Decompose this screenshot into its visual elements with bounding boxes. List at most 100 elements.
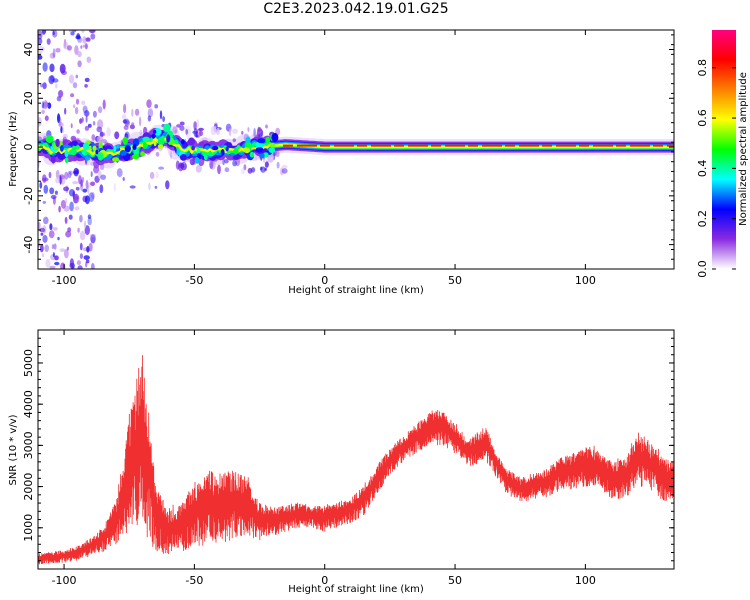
noise-speck (55, 169, 60, 179)
ridge-blob (271, 132, 279, 142)
noise-speck (99, 184, 104, 194)
noise-speck (79, 118, 83, 124)
noise-speck (58, 205, 61, 213)
colorbar-label: Normalized spectral amplitude (738, 72, 749, 226)
ridge-blob (98, 141, 103, 151)
ridge-blob (154, 128, 162, 136)
ridge-blob (131, 154, 140, 160)
ridge-blob (142, 136, 150, 142)
noise-speck (74, 206, 80, 211)
noise-speck (49, 52, 56, 59)
ridge-blob (212, 145, 219, 151)
noise-speck (55, 83, 58, 89)
noise-speck (179, 125, 185, 131)
noise-speck (52, 30, 55, 36)
spectrogram-frame (37, 29, 675, 270)
noise-speck (123, 103, 127, 114)
noise-speck (54, 190, 58, 195)
noise-speck (64, 171, 69, 180)
noise-speck (214, 122, 218, 127)
noise-speck (193, 121, 197, 131)
noise-speck (89, 30, 96, 34)
ridge-blob (249, 151, 255, 158)
noise-speck (251, 167, 256, 173)
ridge-blob (142, 140, 147, 149)
noise-speck (81, 117, 84, 123)
y-tick-label: 40 (22, 43, 35, 57)
colorbar-tick-label: 0.0 (696, 260, 709, 278)
noise-speck (77, 265, 83, 269)
noise-speck (80, 179, 83, 187)
noise-speck (154, 185, 158, 189)
noise-speck (43, 184, 49, 194)
noise-speck (123, 118, 130, 125)
ridge-blob (204, 154, 208, 161)
noise-speck (44, 244, 49, 253)
ridge-blob (51, 155, 56, 164)
ridge-blob (81, 150, 86, 155)
ridge-blob (72, 140, 78, 147)
noise-speck (83, 110, 90, 117)
noise-speck (257, 126, 262, 132)
noise-speck (263, 158, 266, 163)
noise-speck (241, 167, 245, 175)
noise-speck (84, 225, 91, 236)
noise-speck (45, 25, 49, 28)
x-tick-label: 0 (321, 574, 328, 587)
ridge-blob (153, 140, 157, 147)
spectrogram-y-axis-label: Frequency (Hz) (8, 111, 19, 187)
noise-speck (162, 116, 166, 122)
noise-speck (185, 128, 188, 135)
noise-speck (49, 265, 56, 269)
y-tick-label: 5000 (22, 349, 35, 377)
noise-speck (52, 227, 58, 231)
noise-speck (131, 108, 134, 117)
ridge-blob (85, 156, 91, 161)
noise-speck (70, 93, 75, 98)
noise-speck (90, 234, 96, 244)
noise-speck (176, 124, 181, 128)
ridge-blob (113, 145, 117, 152)
noise-speck (264, 161, 269, 168)
noise-speck (80, 45, 83, 49)
ridge-blob (166, 134, 171, 143)
noise-speck (58, 122, 64, 128)
noise-speck (84, 109, 89, 118)
colorbar-tick-label: 0.8 (696, 59, 709, 77)
noise-speck (50, 194, 57, 200)
noise-speck (67, 227, 72, 233)
snr-frame (37, 329, 675, 570)
ridge-blob (191, 145, 195, 151)
noise-speck (149, 171, 155, 180)
noise-speck (146, 99, 152, 108)
colorbar-tick-label: 0.4 (696, 160, 709, 178)
noise-speck (67, 171, 72, 179)
noise-speck (155, 151, 160, 157)
x-tick-label: -50 (185, 274, 203, 287)
noise-speck (49, 63, 55, 73)
noise-speck (74, 107, 79, 115)
ridge-blob (243, 147, 250, 154)
noise-speck (276, 161, 280, 169)
noise-speck (58, 90, 64, 98)
noise-speck (41, 101, 45, 109)
noise-speck (217, 164, 221, 175)
noise-speck (75, 35, 82, 40)
ridge-blob (97, 152, 104, 161)
noise-speck (66, 246, 69, 251)
colorbar-tick-label: 0.2 (696, 210, 709, 228)
noise-speck (113, 182, 116, 192)
ridge-blob (153, 129, 157, 134)
noise-speck (79, 214, 83, 223)
noise-speck (195, 164, 202, 173)
noise-speck (86, 56, 92, 63)
noise-speck (82, 105, 88, 114)
noise-speck (42, 234, 48, 243)
noise-speck (69, 30, 73, 33)
snr-y-axis-label: SNR (10 * v/v) (8, 414, 19, 485)
snr-line (38, 355, 674, 565)
noise-speck (148, 182, 151, 191)
noise-speck (87, 217, 92, 226)
noise-speck (124, 120, 130, 127)
